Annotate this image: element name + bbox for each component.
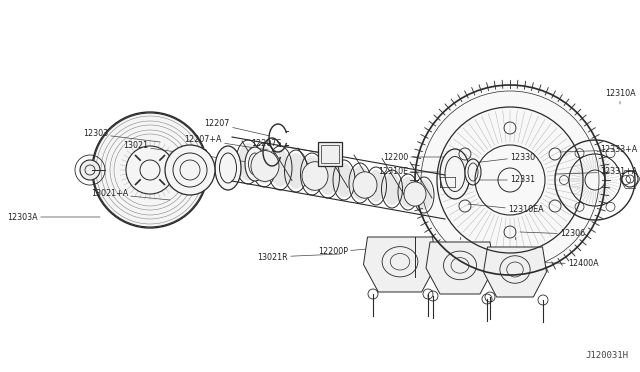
Text: 12303: 12303 (83, 129, 160, 142)
Ellipse shape (333, 160, 355, 200)
Text: 13021R: 13021R (257, 253, 340, 262)
Text: 12031A: 12031A (465, 276, 536, 285)
Text: 12303A: 12303A (8, 212, 100, 221)
Text: 12200P: 12200P (318, 247, 390, 257)
Ellipse shape (367, 170, 385, 202)
Text: 12330: 12330 (465, 153, 535, 164)
Ellipse shape (399, 177, 417, 207)
Ellipse shape (404, 182, 426, 206)
Ellipse shape (465, 159, 481, 185)
Ellipse shape (415, 180, 433, 210)
Text: 13021: 13021 (123, 141, 190, 154)
Text: 12310EA: 12310EA (468, 204, 543, 215)
Ellipse shape (268, 146, 292, 190)
Ellipse shape (335, 163, 353, 197)
Ellipse shape (252, 143, 276, 187)
Ellipse shape (215, 146, 241, 190)
Polygon shape (483, 247, 547, 297)
Ellipse shape (365, 167, 387, 205)
Bar (321, 145, 339, 163)
Ellipse shape (383, 173, 401, 205)
Circle shape (165, 145, 215, 195)
Text: 12331+A: 12331+A (555, 167, 637, 176)
Text: 12310A: 12310A (605, 90, 636, 104)
Text: 12207: 12207 (205, 119, 270, 136)
Circle shape (411, 81, 609, 279)
Ellipse shape (286, 153, 306, 189)
Ellipse shape (251, 151, 279, 182)
Ellipse shape (302, 162, 328, 190)
Circle shape (80, 160, 100, 180)
Text: J120031H: J120031H (585, 351, 628, 360)
Ellipse shape (349, 163, 371, 203)
Ellipse shape (398, 174, 418, 210)
Ellipse shape (351, 166, 369, 200)
Ellipse shape (270, 149, 290, 187)
Text: 12200: 12200 (383, 153, 450, 161)
Ellipse shape (440, 149, 470, 199)
Ellipse shape (245, 147, 265, 181)
Circle shape (92, 112, 208, 228)
Ellipse shape (236, 140, 260, 184)
Ellipse shape (302, 156, 322, 192)
Ellipse shape (414, 177, 434, 213)
Text: 12200B: 12200B (177, 150, 248, 162)
Bar (318, 142, 342, 166)
Ellipse shape (285, 150, 307, 192)
Text: 12310E: 12310E (378, 167, 450, 176)
Ellipse shape (318, 159, 338, 195)
Text: 12400A: 12400A (528, 260, 598, 269)
Text: 12333+A: 12333+A (560, 145, 637, 154)
Ellipse shape (353, 172, 377, 198)
Polygon shape (364, 237, 436, 292)
Text: 12207+A: 12207+A (184, 135, 268, 150)
Text: 12331: 12331 (468, 176, 535, 185)
Text: 13021+A: 13021+A (91, 189, 170, 200)
Ellipse shape (254, 146, 274, 184)
Ellipse shape (381, 170, 403, 208)
Ellipse shape (301, 153, 323, 195)
Ellipse shape (238, 143, 258, 181)
Ellipse shape (317, 156, 339, 198)
Text: 12306: 12306 (520, 230, 585, 238)
Text: 12207S: 12207S (252, 140, 330, 154)
Polygon shape (426, 242, 494, 294)
